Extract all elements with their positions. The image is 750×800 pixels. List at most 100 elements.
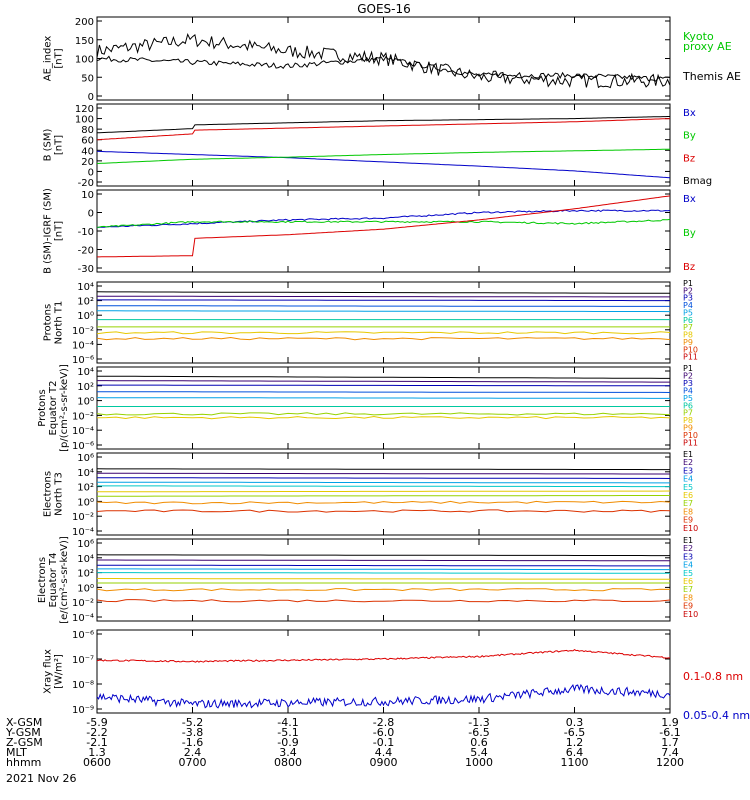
y-axis-label: North T1 — [54, 301, 65, 345]
legend-entry: By — [683, 131, 696, 142]
y-axis-label: Equator T2 — [48, 381, 59, 436]
y-tick-label: 10² — [77, 483, 94, 494]
legend-entry: P2 — [683, 286, 693, 295]
footer-value: 1.7 — [661, 736, 679, 749]
legend-entry: P4 — [683, 386, 693, 395]
legend-entry: Bz — [683, 153, 695, 164]
date-label: 2021 Nov 26 — [6, 772, 76, 785]
legend-entry: proxy AE — [683, 40, 732, 53]
legend-entry: P6 — [683, 316, 693, 325]
legend-entry: P10 — [683, 431, 698, 440]
series-p7 — [96, 412, 671, 416]
legend-entry: P3 — [683, 379, 693, 388]
footer-value: -5.2 — [182, 716, 203, 729]
footer-row-label: Y-GSM — [5, 726, 41, 739]
y-tick-label: -10 — [78, 227, 94, 238]
panel-frame — [96, 538, 671, 622]
y-tick-label: -20 — [78, 178, 94, 189]
footer-value: 2.4 — [184, 746, 202, 759]
legend-entry: E9 — [683, 516, 693, 525]
y-tick-label: 10⁶ — [77, 453, 94, 464]
y-axis-label: AE_index — [43, 36, 54, 82]
footer-value: -5.1 — [277, 726, 298, 739]
y-axis-label: Electrons — [43, 471, 54, 517]
footer-value: 1.2 — [566, 736, 584, 749]
y-axis-label: Protons — [43, 304, 54, 341]
footer-value: 4.4 — [375, 746, 393, 759]
series-p8 — [96, 415, 671, 420]
y-tick-label: 10⁻² — [72, 411, 94, 422]
footer-value: -0.9 — [277, 736, 298, 749]
legend-entry: E5 — [683, 483, 693, 492]
series-p8 — [96, 331, 671, 335]
footer-value: 1100 — [561, 756, 589, 769]
y-axis-label: Xray flux — [43, 649, 54, 694]
legend-entry: By — [683, 228, 696, 239]
legend-entry: E1 — [683, 450, 693, 459]
y-tick-label: -30 — [78, 264, 94, 275]
footer-row-label: Z-GSM — [6, 736, 43, 749]
series-bx — [96, 150, 671, 179]
legend-entry: P11 — [683, 439, 698, 448]
series-e6 — [97, 578, 671, 580]
footer-row-label: hhmm — [6, 756, 41, 769]
y-tick-label: 10⁻² — [72, 512, 94, 523]
footer-value: 3.4 — [279, 746, 297, 759]
series-0-05-0-4-nm — [96, 683, 671, 709]
legend-entry: E6 — [683, 491, 693, 500]
series-p3 — [97, 384, 670, 387]
legend-entry: P7 — [683, 323, 693, 332]
legend-entry: Kyoto — [683, 30, 714, 43]
legend-entry: E3 — [683, 552, 693, 561]
y-axis-label: B (SM) — [43, 128, 54, 161]
y-tick-label: 10 — [81, 190, 94, 201]
legend-entry: 0.05-0.4 nm — [683, 709, 750, 722]
legend-entry: P7 — [683, 409, 693, 418]
series-bmag — [96, 116, 670, 134]
series-p4 — [97, 391, 671, 393]
y-tick-label: 10⁰ — [77, 397, 94, 408]
legend-entry: E5 — [683, 569, 693, 578]
footer-value: 5.4 — [470, 746, 488, 759]
y-tick-label: 10⁴ — [77, 367, 94, 378]
legend-entry: E10 — [683, 610, 698, 619]
footer-value: -1.3 — [468, 716, 489, 729]
y-tick-label: 10⁴ — [77, 282, 94, 293]
series-p9 — [96, 336, 671, 341]
y-axis-label: [nT] — [54, 221, 65, 241]
legend-entry: P4 — [683, 301, 693, 310]
footer-value: 1.9 — [661, 716, 679, 729]
series-e5 — [97, 572, 670, 574]
series-e8 — [96, 500, 671, 505]
footer-value: -6.5 — [468, 726, 489, 739]
panel-frame — [96, 281, 671, 364]
y-tick-label: 10² — [77, 569, 94, 580]
legend-entry: E2 — [683, 544, 693, 553]
footer-row-label: MLT — [6, 746, 27, 759]
panel-frame — [96, 452, 671, 536]
legend-entry: E6 — [683, 577, 693, 586]
footer-value: 7.4 — [661, 746, 679, 759]
series-by — [96, 148, 671, 164]
legend-entry: P8 — [683, 416, 693, 425]
legend-entry: P11 — [683, 353, 698, 362]
series-p4 — [97, 305, 670, 307]
footer-value: -6.5 — [564, 726, 585, 739]
legend-entry: P2 — [683, 371, 693, 380]
series-e7 — [97, 495, 670, 497]
legend-entry: E9 — [683, 602, 693, 611]
footer-value: 0900 — [370, 756, 398, 769]
footer-value: 0.6 — [470, 736, 488, 749]
y-tick-label: 100 — [75, 55, 94, 66]
legend-entry: P8 — [683, 331, 693, 340]
y-tick-label: -20 — [78, 246, 94, 257]
y-tick-label: 10⁻⁴ — [72, 527, 94, 538]
y-tick-label: 0 — [88, 167, 94, 178]
legend-entry: Bx — [683, 194, 696, 205]
series-e6 — [97, 490, 671, 493]
legend-entry: P10 — [683, 345, 698, 354]
y-tick-label: 200 — [75, 17, 94, 28]
footer: X-GSM -5.9 -5.2 -4.1 -2.8 -1.3 0.3 1.9 Y-GSM -2.2… — [5, 716, 684, 769]
